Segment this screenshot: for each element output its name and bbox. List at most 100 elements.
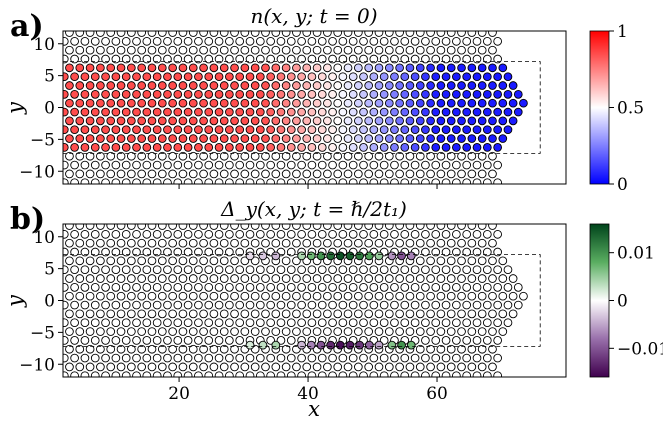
lattice-site bbox=[395, 224, 404, 230]
lattice-site bbox=[204, 54, 214, 64]
lattice-site bbox=[250, 81, 260, 90]
lattice-site bbox=[63, 336, 69, 345]
lattice-site bbox=[245, 230, 255, 239]
lattice-site bbox=[101, 125, 110, 135]
lattice-site bbox=[255, 265, 265, 275]
lattice-site bbox=[317, 265, 327, 275]
lattice-site bbox=[96, 309, 105, 319]
lattice-site bbox=[317, 90, 327, 99]
lattice-site bbox=[292, 274, 301, 283]
lattice-site bbox=[374, 45, 384, 55]
lattice-site bbox=[467, 151, 477, 161]
lattice-site bbox=[188, 238, 198, 248]
lattice-site bbox=[441, 300, 451, 310]
lattice-site bbox=[426, 63, 435, 73]
lattice-site bbox=[328, 283, 337, 292]
lattice-site bbox=[359, 72, 368, 82]
lattice-site bbox=[255, 353, 265, 363]
lattice-site bbox=[441, 125, 451, 135]
lattice-site bbox=[302, 362, 312, 372]
lattice-site bbox=[178, 45, 188, 55]
lattice-site bbox=[65, 45, 74, 55]
lattice-site bbox=[209, 224, 219, 230]
lattice-site bbox=[157, 291, 167, 301]
lattice-site bbox=[157, 327, 167, 336]
lattice-site bbox=[75, 98, 85, 108]
lattice-site bbox=[292, 45, 301, 55]
lattice-site bbox=[400, 230, 410, 239]
lattice-site bbox=[457, 134, 466, 143]
lattice-site bbox=[199, 134, 208, 143]
edge-current-bottom bbox=[345, 340, 355, 350]
lattice-site bbox=[65, 98, 74, 108]
lattice-site bbox=[127, 98, 136, 108]
lattice-site bbox=[214, 36, 224, 46]
edge-current-bottom bbox=[397, 340, 406, 350]
lattice-site bbox=[343, 362, 353, 372]
lattice-site bbox=[204, 318, 214, 328]
lattice-site bbox=[384, 116, 394, 126]
lattice-site bbox=[457, 291, 466, 301]
lattice-site bbox=[379, 371, 389, 377]
lattice-site bbox=[415, 256, 425, 266]
lattice-site bbox=[498, 274, 508, 283]
lattice-site bbox=[477, 362, 487, 372]
lattice-site bbox=[219, 134, 229, 143]
lattice-site bbox=[467, 291, 477, 301]
lattice-site bbox=[348, 160, 358, 170]
lattice-site bbox=[472, 90, 482, 99]
lattice-site bbox=[493, 336, 502, 345]
lattice-site bbox=[323, 238, 332, 248]
lattice-site bbox=[116, 151, 126, 161]
lattice-site bbox=[472, 318, 482, 328]
lattice-site bbox=[426, 151, 435, 161]
lattice-site bbox=[281, 309, 291, 319]
lattice-site bbox=[199, 63, 208, 73]
lattice-site bbox=[446, 134, 456, 143]
lattice-site bbox=[152, 353, 162, 363]
lattice-site bbox=[482, 36, 492, 46]
lattice-site bbox=[235, 90, 245, 99]
lattice-site bbox=[452, 160, 461, 170]
lattice-site bbox=[96, 116, 105, 126]
lattice-site bbox=[348, 107, 358, 117]
lattice-site bbox=[323, 63, 332, 73]
lattice-site bbox=[173, 90, 183, 99]
lattice-site bbox=[348, 265, 358, 275]
y-tick-label: −5 bbox=[30, 323, 55, 343]
lattice-site bbox=[194, 36, 203, 46]
lattice-site bbox=[96, 224, 105, 230]
lattice-site bbox=[297, 371, 306, 377]
lattice-site bbox=[452, 318, 461, 328]
lattice-site bbox=[488, 291, 497, 301]
lattice-site bbox=[173, 143, 183, 152]
lattice-site bbox=[312, 81, 322, 90]
lattice-site bbox=[137, 362, 147, 372]
lattice-site bbox=[323, 274, 332, 283]
lattice-site bbox=[199, 238, 208, 248]
lattice-site bbox=[446, 31, 456, 37]
lattice-site bbox=[441, 54, 451, 64]
lattice-site bbox=[75, 134, 85, 143]
lattice-site bbox=[446, 344, 456, 354]
lattice-site bbox=[333, 309, 343, 319]
lattice-site bbox=[245, 265, 255, 275]
lattice-site bbox=[281, 327, 291, 336]
lattice-site bbox=[85, 256, 95, 266]
lattice-site bbox=[173, 54, 183, 64]
lattice-site bbox=[482, 336, 492, 345]
lattice-site bbox=[214, 178, 224, 184]
edge-current-top bbox=[345, 251, 355, 261]
lattice-site bbox=[121, 54, 131, 64]
lattice-site bbox=[426, 169, 435, 179]
lattice-site bbox=[75, 169, 85, 179]
lattice-site bbox=[250, 291, 260, 301]
lattice-site bbox=[457, 98, 466, 108]
lattice-site bbox=[482, 107, 492, 117]
lattice-site bbox=[106, 309, 116, 319]
lattice-site bbox=[209, 81, 219, 90]
lattice-site bbox=[152, 336, 162, 345]
lattice-site bbox=[343, 98, 353, 108]
lattice-site bbox=[70, 230, 79, 239]
